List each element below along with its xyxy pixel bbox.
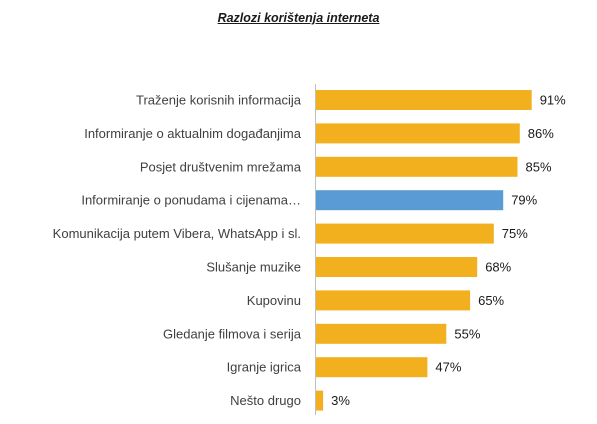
bar — [316, 290, 471, 311]
bar — [316, 257, 478, 277]
bar — [316, 223, 494, 244]
bar — [316, 156, 518, 177]
data-label: 75% — [502, 226, 528, 241]
data-label: 3% — [331, 393, 350, 408]
value-labels: 91% 86% 85% 79% 75% 68% 65% 55% 47% 3% — [331, 93, 566, 409]
data-label: 79% — [511, 193, 537, 208]
bars-layer — [316, 90, 532, 411]
bar — [316, 390, 324, 411]
bar — [316, 190, 504, 211]
category-label: Gledanje filmova i serija — [163, 326, 302, 341]
bar — [316, 123, 520, 144]
data-label: 68% — [485, 260, 511, 275]
bar — [316, 357, 428, 378]
category-label: Nešto drugo — [230, 393, 301, 408]
data-label: 91% — [540, 93, 566, 108]
category-label: Igranje igrica — [227, 360, 302, 375]
category-label: Informiranje o ponudama i cijenama… — [81, 193, 301, 208]
data-label: 47% — [435, 360, 461, 375]
category-label: Informiranje o aktualnim događanjima — [84, 126, 302, 141]
data-label: 65% — [478, 293, 504, 308]
data-label: 86% — [528, 126, 554, 141]
bar — [316, 323, 447, 344]
data-label: 55% — [454, 326, 480, 341]
category-label: Komunikacija putem Vibera, WhatsApp i sl… — [53, 226, 301, 241]
chart-title: Razlozi korištenja interneta — [217, 11, 380, 25]
category-label: Posjet društvenim mrežama — [140, 159, 302, 174]
category-label: Slušanje muzike — [206, 260, 301, 275]
bar — [316, 90, 532, 110]
category-label: Traženje korisnih informacija — [136, 93, 302, 108]
category-labels: Traženje korisnih informacija Informiranj… — [53, 93, 302, 409]
category-label: Kupovinu — [247, 293, 301, 308]
data-label: 85% — [526, 159, 552, 174]
